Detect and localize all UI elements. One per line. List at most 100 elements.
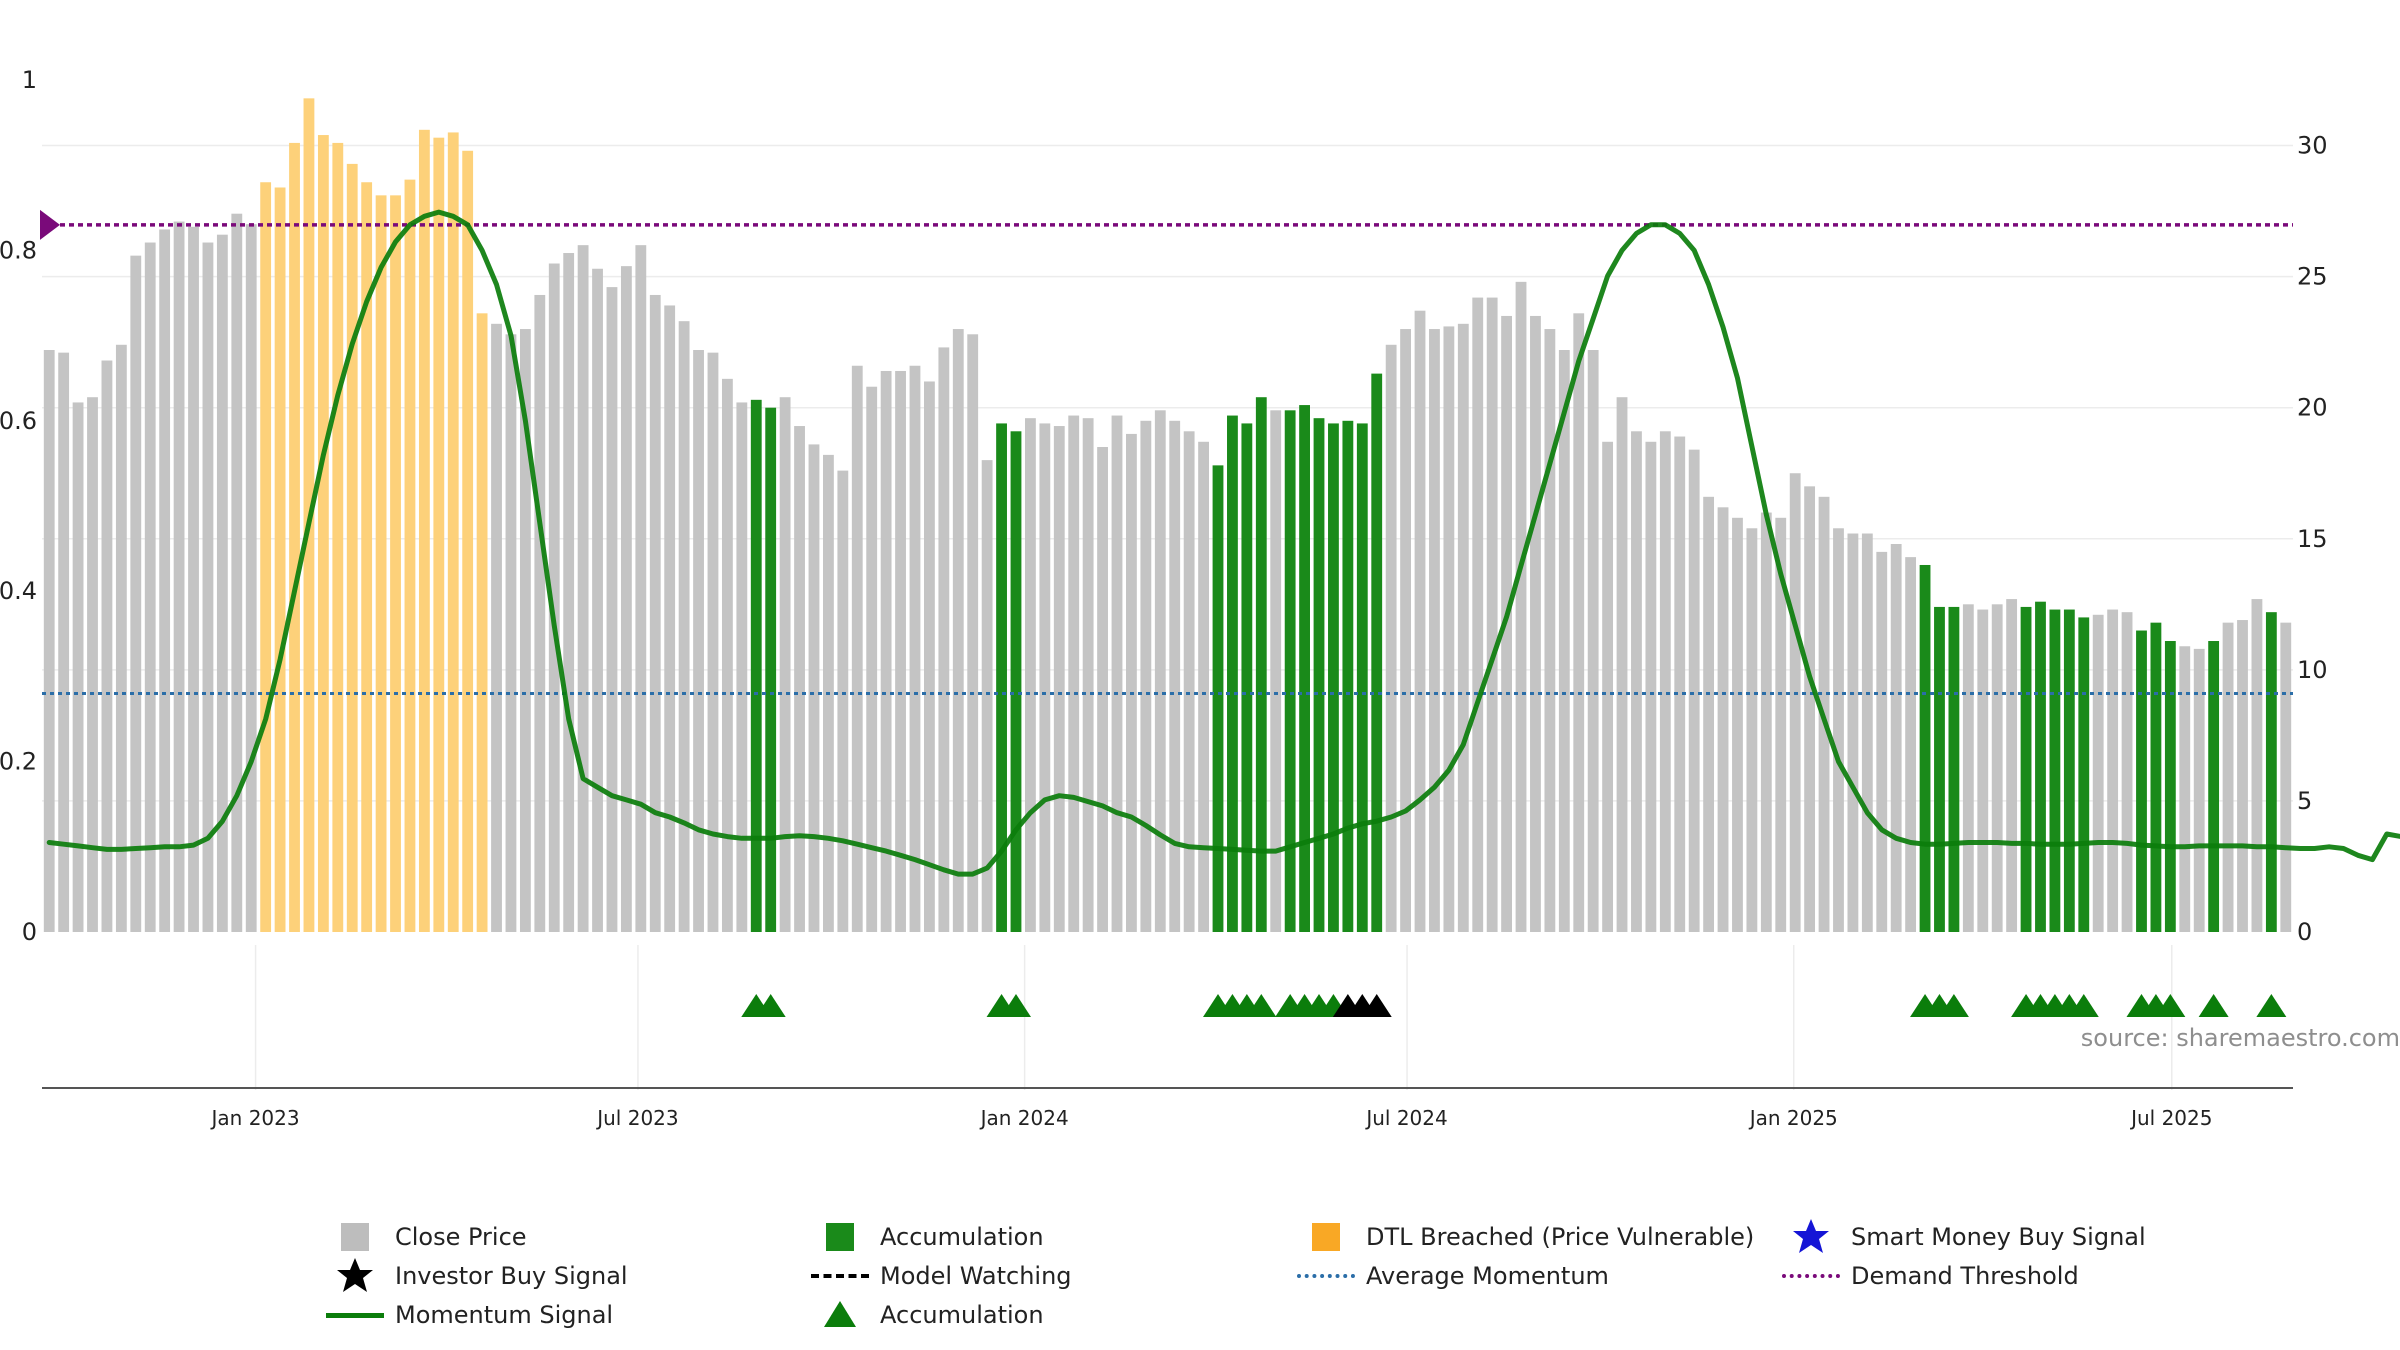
- close-price-bar: [779, 397, 791, 932]
- close-price-bar: [794, 426, 805, 932]
- accumulation-marker: [2198, 994, 2229, 1017]
- accumulation-bar: [1241, 423, 1253, 932]
- momentum-signal-line: [46, 209, 2400, 877]
- close-price-bar: [1905, 557, 1917, 932]
- close-price-bar: [1039, 423, 1051, 932]
- right-axis-tick-label: 10: [2297, 656, 2328, 684]
- x-axis-tick-label: Jul 2023: [595, 1106, 678, 1130]
- dtl-breached-bar: [433, 137, 445, 933]
- dtl-breached-bar: [361, 182, 373, 933]
- accumulation-bar: [996, 423, 1007, 932]
- close-price-bar: [649, 294, 661, 932]
- close-price-bar: [1977, 609, 1989, 932]
- close-price-bar: [1717, 507, 1729, 932]
- close-price-bar: [2237, 620, 2248, 932]
- close-price-bar: [144, 242, 156, 932]
- close-price-bar: [1097, 447, 1108, 932]
- close-price-bar: [1847, 533, 1859, 932]
- close-price-bar: [924, 381, 935, 932]
- close-price-bar: [664, 305, 676, 933]
- close-price-bar: [1530, 315, 1541, 932]
- close-price-bar: [1429, 329, 1440, 932]
- accumulation-bar: [1284, 410, 1296, 932]
- close-price-bar: [895, 370, 906, 932]
- close-price-bar: [866, 386, 878, 933]
- close-price-bar: [1789, 473, 1801, 932]
- close-price-bar: [1746, 528, 1758, 932]
- close-price-bar: [519, 329, 531, 932]
- close-price-bar: [952, 329, 964, 932]
- close-price-bar: [635, 245, 647, 932]
- right-axis-tick-label: 0: [2297, 918, 2312, 946]
- dtl-breached-bar: [462, 150, 474, 932]
- accumulation-bar: [1371, 373, 1383, 932]
- accumulation-marker: [2155, 994, 2186, 1017]
- momentum-signal-line: [46, 209, 2400, 877]
- right-axis-tick-label: 20: [2297, 394, 2328, 422]
- accumulation-bar: [1255, 397, 1267, 932]
- close-price-bar: [2006, 599, 2018, 932]
- dtl-breached-bar: [447, 132, 459, 932]
- investor-buy-marker: [1361, 994, 1392, 1017]
- close-price-bar: [2251, 599, 2263, 932]
- close-price-bar: [115, 344, 127, 932]
- dtl-breached-bar: [390, 195, 401, 933]
- close-price-bar: [1169, 420, 1181, 932]
- left-axis-tick-label: 0.2: [0, 748, 37, 776]
- signal-markers: [741, 994, 2287, 1017]
- close-price-bar: [1486, 297, 1498, 932]
- accumulation-bar: [765, 407, 777, 932]
- close-price-bar: [1111, 415, 1123, 933]
- close-price-bar: [693, 350, 704, 933]
- x-axis-tick-label: Jan 2024: [979, 1106, 1069, 1130]
- right-axis-tick-label: 15: [2297, 525, 2328, 553]
- close-price-bar: [1053, 426, 1065, 932]
- close-price-bar: [2280, 622, 2292, 932]
- x-axis-tick-label: Jul 2025: [2129, 1106, 2212, 1130]
- close-price-bar: [1631, 431, 1642, 932]
- right-axis-tick-label: 30: [2297, 132, 2328, 160]
- close-price-bar: [1876, 551, 1888, 932]
- accumulation-bar: [1328, 423, 1339, 932]
- close-price-bar: [72, 402, 84, 932]
- dtl-breached-bar: [332, 142, 344, 932]
- close-price-bar: [58, 352, 70, 932]
- close-price-bar: [981, 460, 993, 932]
- left-axis-tick-label: 1: [22, 66, 37, 94]
- left-axis-tick-label: 0.6: [0, 407, 37, 435]
- close-price-bar: [1126, 433, 1137, 932]
- close-price-bar: [1775, 517, 1787, 932]
- close-price-bar: [2179, 646, 2191, 932]
- dtl-breached-bar: [289, 142, 300, 932]
- close-price-bar: [678, 321, 690, 933]
- close-price-bar: [1558, 350, 1570, 933]
- close-price-bar: [1602, 441, 1614, 932]
- close-price-bar: [837, 470, 849, 932]
- close-price-bar: [1573, 313, 1585, 933]
- close-price-bar: [1472, 297, 1484, 932]
- dtl-breached-bar: [346, 163, 358, 933]
- close-price-bar: [1861, 533, 1873, 932]
- dtl-breached-bar: [418, 129, 430, 933]
- close-price-bar: [87, 397, 98, 932]
- close-price-bar: [1414, 310, 1426, 932]
- close-price-bar: [938, 347, 950, 932]
- close-price-bar: [1587, 350, 1599, 933]
- close-price-bar: [188, 226, 199, 932]
- close-price-bar: [505, 334, 517, 932]
- dtl-breached-bar: [317, 135, 329, 932]
- close-price-bar: [1457, 323, 1469, 932]
- close-price-bar: [1183, 431, 1195, 932]
- close-price-bar: [707, 352, 719, 932]
- left-axis-tick-label: 0.8: [0, 236, 37, 264]
- accumulation-marker: [755, 994, 786, 1017]
- close-price-bar: [1270, 410, 1282, 932]
- close-price-bar: [1154, 410, 1166, 932]
- close-price-bar: [620, 266, 632, 932]
- close-price-bar: [1760, 512, 1772, 932]
- close-price-bar: [43, 350, 55, 933]
- close-price-bar: [1025, 418, 1036, 932]
- close-price-bar: [1674, 436, 1686, 932]
- close-price-bar: [1385, 344, 1397, 932]
